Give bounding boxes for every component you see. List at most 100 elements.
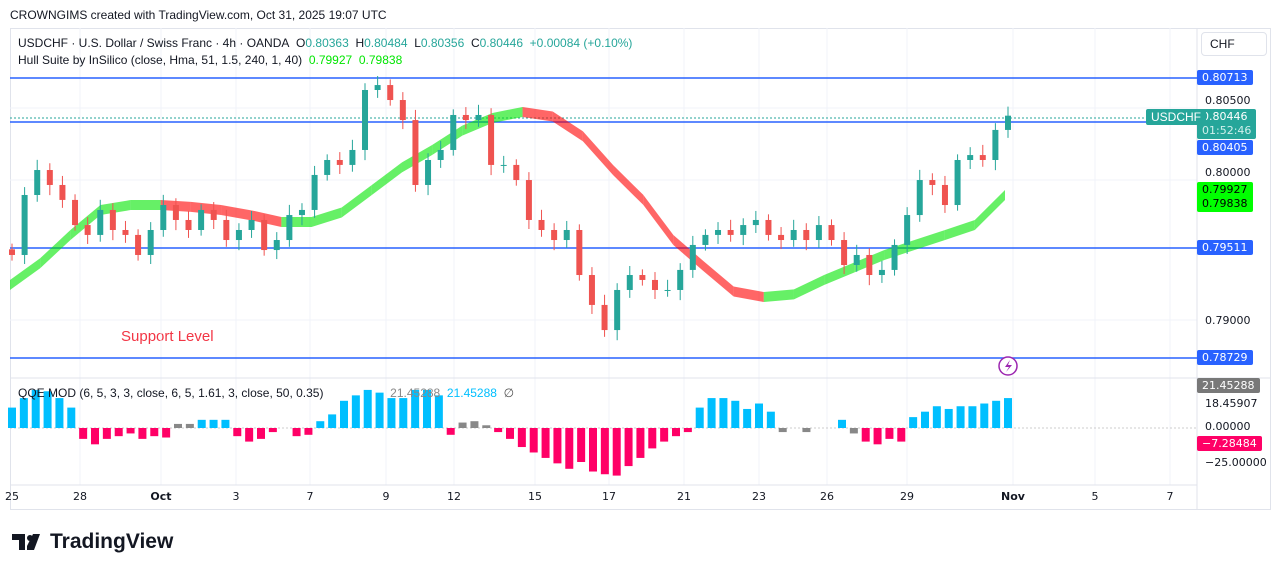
candle-body [336, 159, 343, 165]
time-tick: 12 [447, 490, 461, 503]
current-price: 0.80446 [1202, 110, 1248, 123]
candle-body [109, 209, 116, 230]
candle-body [967, 155, 974, 160]
qqe-bar [600, 428, 609, 475]
candle-body [298, 209, 305, 216]
qqe-bar [766, 411, 775, 428]
time-tick: 21 [677, 490, 691, 503]
tradingview-logo[interactable]: TradingView [12, 530, 173, 554]
candle-body [790, 229, 797, 241]
qqe-bar [446, 428, 455, 435]
qqe-value-2: 21.45288 [446, 386, 497, 400]
qqe-bar [624, 428, 633, 467]
hull-band-segment [40, 230, 71, 269]
qqe-bar [553, 428, 562, 464]
candle-body [160, 205, 167, 230]
candle-body [765, 219, 772, 235]
candle-body [273, 240, 280, 251]
candle-body [324, 159, 331, 175]
candle-body [223, 219, 230, 241]
candle-body [740, 225, 747, 235]
close-label: C [470, 36, 480, 50]
level-label: 0.80405 [1197, 140, 1253, 155]
time-tick: 9 [382, 490, 390, 503]
symbol-price-tag: USDCHF [1146, 109, 1206, 125]
time-tick: 25 [5, 490, 19, 503]
candle-body [500, 164, 507, 166]
qqe-bar [849, 428, 858, 434]
candle-body [135, 234, 142, 255]
candle-body [689, 244, 696, 270]
qqe-legend: QQE MOD (6, 5, 3, 3, close, 6, 5, 1.61, … [18, 386, 514, 400]
candle-body [437, 149, 444, 160]
level-label: 0.78729 [1197, 350, 1253, 365]
qqe-bar [743, 408, 752, 428]
qqe-bar [707, 398, 716, 428]
qqe-bar [636, 428, 645, 458]
qqe-red-label: −7.28484 [1197, 436, 1262, 451]
qqe-title[interactable]: QQE MOD (6, 5, 3, 3, close, 6, 5, 1.61, … [18, 386, 324, 400]
candle-body [286, 215, 293, 241]
time-tick: 7 [306, 490, 314, 503]
qqe-bar [399, 398, 408, 428]
candle-body [147, 229, 154, 255]
qqe-bar [221, 419, 230, 428]
time-tick: 26 [820, 490, 834, 503]
candle-body [588, 275, 595, 305]
hull-value-2: 0.79838 [358, 53, 403, 67]
qqe-bar [304, 428, 313, 435]
hull-band-segment [763, 289, 794, 303]
qqe-bar [340, 400, 348, 428]
hull-band-segment [944, 220, 975, 241]
qqe-bar [162, 428, 171, 438]
hull-band-segment [974, 189, 1005, 231]
hull-band-segment [251, 210, 282, 227]
qqe-gray-label: 21.45288 [1197, 378, 1260, 393]
price-tick: 0.80500 [1205, 94, 1251, 107]
qqe-bar [695, 407, 704, 428]
candle-body [866, 254, 873, 276]
candle-body [853, 254, 860, 265]
candle-body [210, 209, 217, 220]
price-tick: 0.80000 [1205, 166, 1251, 179]
current-price-label: 0.80446 01:52:46 [1197, 109, 1257, 139]
candle-body [601, 304, 608, 331]
qqe-bar [565, 428, 574, 469]
qqe-bar [577, 428, 586, 462]
high-label: H [355, 36, 365, 50]
qqe-bar [126, 428, 135, 434]
qqe-bar [506, 428, 514, 439]
hull-title[interactable]: Hull Suite by InSilico (close, Hma, 51, … [18, 53, 303, 67]
qqe-bar [529, 428, 538, 453]
support-level-annotation: Support Level [121, 328, 214, 345]
symbol-title[interactable]: USDCHF · U.S. Dollar / Swiss Franc · 4h … [18, 36, 290, 50]
lightning-icon-glyph [1005, 360, 1012, 372]
hull-band-segment [824, 262, 855, 285]
candle-body [904, 215, 911, 245]
qqe-bar [316, 421, 325, 428]
candle-body [84, 225, 91, 235]
candle-body [122, 229, 129, 235]
candle-body [878, 269, 885, 276]
qqe-bar [494, 428, 503, 433]
tradingview-logo-icon [12, 534, 40, 550]
qqe-bar [541, 428, 550, 458]
candle-body [677, 269, 684, 290]
symbol-legend: USDCHF · U.S. Dollar / Swiss Franc · 4h … [18, 35, 632, 52]
qqe-bar [91, 428, 99, 445]
qqe-bar [434, 395, 443, 428]
hull-band-segment [130, 200, 161, 211]
qqe-bar [67, 407, 76, 428]
candle-body [1005, 115, 1011, 130]
level-label: 0.80713 [1197, 70, 1253, 85]
hull-labels: 0.79927 0.79838 [1197, 182, 1253, 212]
hull-band-segment [311, 207, 342, 227]
time-tick: 17 [602, 490, 616, 503]
hull-band-segment [221, 204, 252, 221]
currency-button[interactable]: CHF [1201, 32, 1267, 56]
candle-body [916, 180, 923, 216]
candle-body [715, 229, 722, 235]
candle-body [198, 209, 205, 230]
qqe-bar [778, 428, 787, 433]
